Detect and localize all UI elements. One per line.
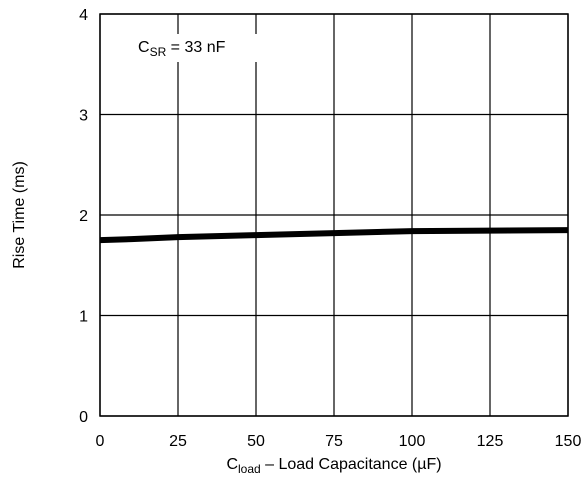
x-tick-label: 125 [477, 433, 504, 450]
x-tick-label: 50 [247, 433, 265, 450]
y-tick-label: 2 [79, 208, 88, 225]
x-tick-label: 75 [325, 433, 343, 450]
y-tick-label: 4 [79, 7, 88, 24]
x-axis-title-subscript: load [238, 462, 261, 476]
x-tick-label: 25 [169, 433, 187, 450]
annotation-box: CSR = 33 nF [133, 34, 259, 62]
y-axis-title: Rise Time (ms) [11, 161, 28, 269]
y-tick-label: 1 [79, 309, 88, 326]
annotation-main: C [138, 39, 150, 56]
tick-label-layer: 0 25 50 75 100 125 150 0 1 2 3 4 [79, 7, 581, 450]
series-layer [99, 227, 569, 244]
x-axis-title-rest: – Load Capacitance (µF) [261, 456, 442, 473]
x-tick-label: 0 [96, 433, 105, 450]
grid-layer [99, 13, 569, 417]
x-axis-title-main: C [226, 456, 238, 473]
annotation-label: CSR = 33 nF [138, 39, 226, 59]
annotation-subscript: SR [150, 45, 167, 59]
rise-time-series-line [99, 227, 569, 244]
x-tick-label: 150 [555, 433, 582, 450]
annotation-background [133, 34, 259, 62]
plot-frame [99, 13, 569, 417]
x-tick-label: 100 [399, 433, 426, 450]
annotation-rest: = 33 nF [166, 39, 225, 56]
y-tick-label: 0 [79, 409, 88, 426]
x-axis-title: Cload – Load Capacitance (µF) [226, 456, 441, 476]
y-tick-label: 3 [79, 108, 88, 125]
